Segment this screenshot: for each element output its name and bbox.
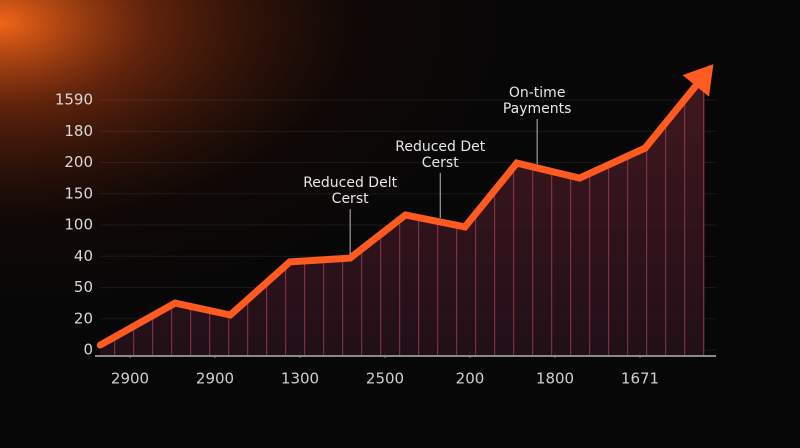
- x-tick-label: 1300: [281, 370, 319, 388]
- y-tick-label: 150: [64, 184, 93, 202]
- x-tick-label: 2900: [196, 370, 234, 388]
- x-tick-label: 1671: [621, 370, 659, 388]
- annotation: Reduced Det: [395, 139, 486, 155]
- plot: 0 20 50 40 100 150 200 180 1590 2900 2900 1300 2500 2…: [55, 64, 717, 388]
- y-tick-label: 50: [74, 278, 93, 296]
- y-tick-label: 0: [83, 341, 93, 359]
- y-tick-label: 180: [64, 122, 93, 140]
- x-tick-label: 200: [456, 370, 485, 388]
- annotation: Payments: [503, 101, 572, 117]
- annotation: On-time: [509, 85, 566, 101]
- annotation: Cerst: [422, 155, 459, 171]
- arrowhead: [682, 64, 714, 97]
- y-tick-label: 40: [74, 247, 93, 265]
- x-tick-label: 2500: [366, 370, 404, 388]
- x-tick-label: 2900: [111, 370, 149, 388]
- y-tick-label: 100: [64, 216, 93, 234]
- line: [96, 71, 709, 349]
- annotation: Reduced Delt: [303, 175, 397, 191]
- x-tick-label: 1800: [536, 370, 574, 388]
- annotation: Cerst: [332, 191, 369, 207]
- y-tick-label: 200: [64, 153, 93, 171]
- area-hatch: [100, 75, 705, 355]
- y-tick-label: 1590: [55, 91, 93, 109]
- y-tick-label: 20: [74, 309, 93, 327]
